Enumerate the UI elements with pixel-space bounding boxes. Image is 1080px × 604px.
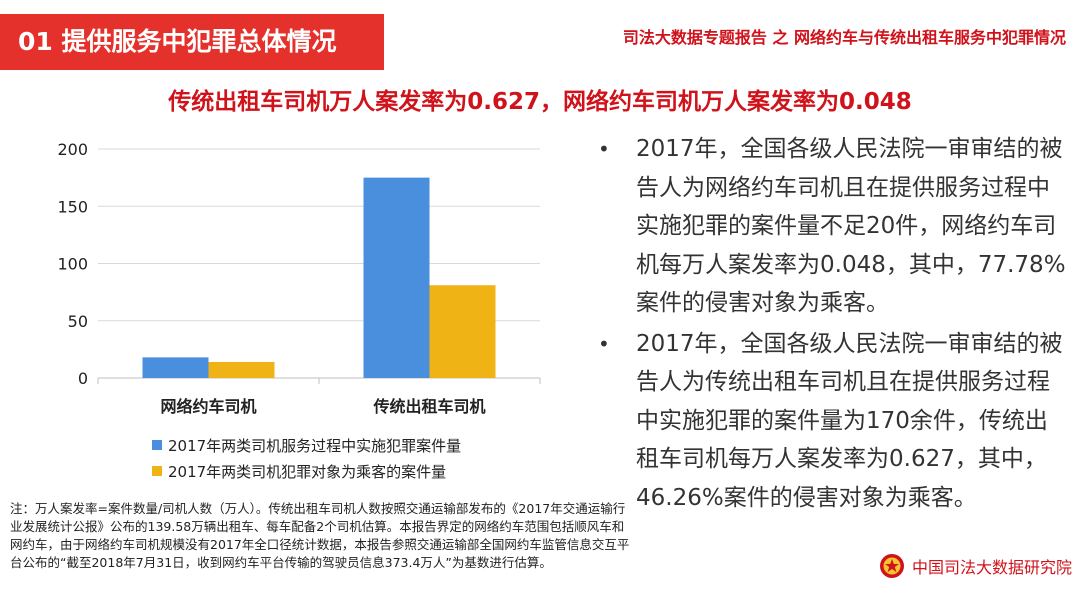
chart-legend: 2017年两类司机服务过程中实施犯罪案件量 2017年两类司机犯罪对象为乘客的案… [152,432,461,484]
report-title: 司法大数据专题报告 之 网络约车与传统出租车服务中犯罪情况 [622,28,1066,47]
y-tick-label: 150 [57,197,88,216]
bullet-marker: • [598,137,610,161]
y-tick-label: 50 [68,312,88,331]
legend-item-series-2: 2017年两类司机犯罪对象为乘客的案件量 [152,458,461,484]
bullet-text: 2017年，全国各级人民法院一审审结的被告人为网络约车司机且在提供服务过程中实施… [636,136,1066,316]
x-category-label: 网络约车司机 [160,397,256,416]
footnote: 注：万人案发率=案件数量/司机人数（万人）。传统出租车司机人数按照交通运输部发布… [10,501,630,570]
bar-crime-cases [363,177,430,378]
bullet-item: • 2017年，全国各级人民法院一审审结的被告人为网络约车司机且在提供服务过程中… [596,130,1066,323]
x-category-label: 传统出租车司机 [372,397,485,416]
legend-label: 2017年两类司机服务过程中实施犯罪案件量 [168,436,462,455]
court-emblem-icon [879,554,904,578]
legend-label: 2017年两类司机犯罪对象为乘客的案件量 [168,462,447,481]
legend-item-series-1: 2017年两类司机服务过程中实施犯罪案件量 [152,432,461,458]
y-tick-label: 100 [57,255,88,274]
bullet-item: • 2017年，全国各级人民法院一审审结的被告人为传统出租车司机且在提供服务过程… [596,325,1066,518]
bar-crime-cases [142,357,209,378]
y-tick-label: 200 [57,140,88,159]
y-tick-label: 0 [78,369,88,388]
section-badge: 01 提供服务中犯罪总体情况 [0,14,384,70]
bar-passenger-cases [208,361,275,378]
legend-swatch-orange [152,466,162,476]
bar-chart: 0 50 100 150 200 网络约车司机 传统出租车司机 [57,140,541,416]
bar-passenger-cases [429,285,496,378]
bullet-text: 2017年，全国各级人民法院一审审结的被告人为传统出租车司机且在提供服务过程中实… [636,330,1063,511]
org-name: 中国司法大数据研究院 [911,558,1072,577]
legend-swatch-blue [152,440,162,450]
bullet-marker: • [598,331,610,356]
page-subtitle: 传统出租车司机万人案发率为0.627，网络约车司机万人案发率为0.048 [168,89,912,115]
org-logo: 中国司法大数据研究院 [878,552,1072,580]
bullet-list: • 2017年，全国各级人民法院一审审结的被告人为网络约车司机且在提供服务过程中… [596,130,1066,519]
